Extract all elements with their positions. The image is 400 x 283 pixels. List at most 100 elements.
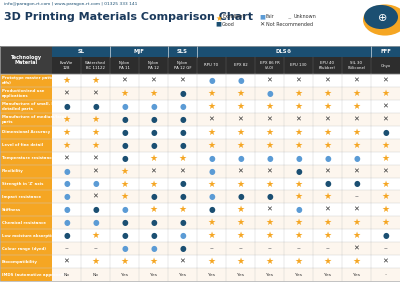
Text: ★: ★ [62, 141, 70, 150]
Text: ●: ● [295, 166, 302, 175]
Text: ✕: ✕ [354, 168, 360, 174]
Text: ★: ★ [294, 128, 302, 137]
Text: ●: ● [150, 141, 157, 150]
Text: Technology
Material: Technology Material [10, 55, 42, 65]
Text: MJF: MJF [134, 49, 144, 54]
Text: ●: ● [63, 166, 70, 175]
Text: ★: ★ [294, 231, 302, 240]
Text: ●: ● [121, 115, 128, 124]
Text: ■: ■ [259, 14, 265, 20]
Text: ★: ★ [382, 179, 390, 188]
Text: 3D Printing Materials Comparison Chart: 3D Printing Materials Comparison Chart [4, 12, 253, 22]
Text: ⊕: ⊕ [378, 13, 388, 23]
Bar [52, 100, 400, 113]
Text: ★: ★ [208, 257, 216, 266]
Text: ●: ● [179, 115, 186, 124]
Text: ●: ● [179, 244, 186, 253]
Text: ★: ★ [266, 179, 274, 188]
Text: ★: ★ [120, 179, 128, 188]
Circle shape [363, 5, 400, 36]
Text: ✕: ✕ [354, 116, 360, 122]
Text: ★: ★ [120, 257, 128, 266]
Text: ✕: ✕ [150, 168, 156, 174]
Text: ✕: ✕ [208, 116, 214, 122]
Text: Unknown: Unknown [294, 14, 317, 20]
Text: Low moisture absorption: Low moisture absorption [2, 234, 57, 238]
Bar [0, 46, 52, 74]
Text: EPX 82: EPX 82 [234, 63, 247, 68]
Text: ★: ★ [294, 192, 302, 201]
Bar [0, 0, 400, 10]
Text: ●: ● [382, 231, 389, 240]
Bar [52, 190, 400, 203]
Text: ★: ★ [92, 231, 100, 240]
Text: ★: ★ [352, 257, 360, 266]
Bar [52, 74, 400, 87]
Text: ✕: ✕ [64, 259, 70, 265]
Text: Production/end use
applications: Production/end use applications [2, 89, 44, 98]
Text: Prototype master patterns (1
offs): Prototype master patterns (1 offs) [2, 76, 67, 85]
Text: ✕: ✕ [64, 90, 70, 97]
Text: ★: ★ [236, 218, 244, 227]
Text: ●: ● [63, 102, 70, 111]
Text: ★: ★ [352, 128, 360, 137]
Text: Dimensional Accuracy: Dimensional Accuracy [2, 130, 50, 134]
Text: info@paragon-rt.com | www.paragon-rt.com | 01325 333 141: info@paragon-rt.com | www.paragon-rt.com… [4, 2, 137, 6]
Text: ✕: ✕ [266, 168, 272, 174]
Text: Yes: Yes [324, 273, 331, 276]
Text: ●: ● [208, 205, 215, 214]
Text: ★: ★ [352, 231, 360, 240]
Text: ●: ● [63, 179, 70, 188]
Text: ★: ★ [62, 76, 70, 85]
Bar [52, 164, 400, 177]
Text: ●: ● [179, 141, 186, 150]
Text: ★: ★ [324, 141, 332, 150]
Text: ●: ● [150, 218, 157, 227]
Text: ●: ● [208, 166, 215, 175]
Text: ★: ★ [208, 128, 216, 137]
Text: ★: ★ [266, 257, 274, 266]
Text: ★: ★ [382, 205, 390, 214]
Text: ✕: ✕ [324, 116, 330, 122]
Text: ★: ★ [120, 89, 128, 98]
Text: ●: ● [150, 128, 157, 137]
Bar [52, 152, 400, 164]
Text: Watershed
BC 11122: Watershed BC 11122 [85, 61, 106, 70]
Text: ●: ● [179, 179, 186, 188]
Text: Colour range (dyed): Colour range (dyed) [2, 247, 46, 251]
Text: ●: ● [92, 218, 99, 227]
Text: ■: ■ [215, 22, 221, 27]
Text: ●: ● [324, 154, 331, 163]
Text: ★: ★ [352, 89, 360, 98]
Text: ★: ★ [324, 128, 332, 137]
Text: ✕: ✕ [382, 116, 388, 122]
Text: ✕: ✕ [92, 194, 98, 200]
Text: SL: SL [78, 49, 84, 54]
Text: ✕: ✕ [266, 78, 272, 83]
Text: –: – [268, 244, 272, 253]
Bar [0, 113, 52, 126]
Text: Impact resistance: Impact resistance [2, 195, 41, 199]
Text: ✕: ✕ [150, 78, 156, 83]
Text: ✕: ✕ [324, 168, 330, 174]
Text: ●: ● [179, 192, 186, 201]
Text: ●: ● [208, 76, 215, 85]
Text: ●: ● [208, 154, 215, 163]
Text: ★: ★ [150, 205, 158, 214]
Text: ●: ● [63, 218, 70, 227]
Text: Nylon
PA 12 GF: Nylon PA 12 GF [174, 61, 191, 70]
Text: ●: ● [150, 102, 157, 111]
Text: –: – [384, 273, 387, 276]
Text: ★: ★ [324, 89, 332, 98]
Text: ★: ★ [382, 192, 390, 201]
Text: ★: ★ [382, 154, 390, 163]
Bar [0, 164, 52, 177]
Text: Yes: Yes [237, 273, 244, 276]
Text: ✕: ✕ [122, 78, 128, 83]
Text: ●: ● [237, 154, 244, 163]
Text: –: – [296, 244, 300, 253]
Bar [0, 74, 52, 87]
Text: ●: ● [92, 102, 99, 111]
Circle shape [364, 5, 398, 29]
Text: ✕: ✕ [238, 168, 244, 174]
